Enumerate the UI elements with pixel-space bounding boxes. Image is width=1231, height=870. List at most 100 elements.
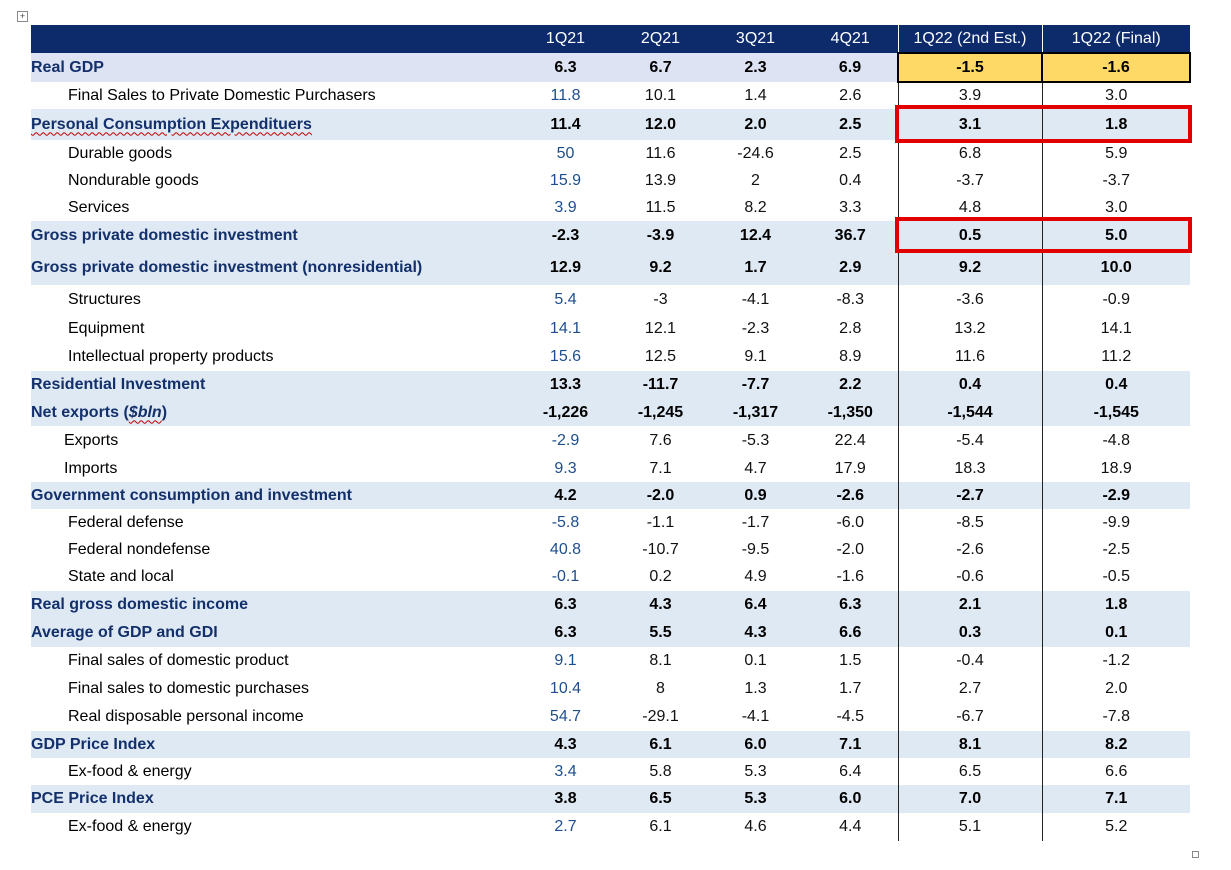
table-row-major: Net exports ($bln) -1,226 -1,245 -1,317 -1,3… (31, 399, 1190, 426)
cell-4q21: 3.3 (839, 198, 862, 216)
table-row: Federal nondefense 40.8 -10.7 -9.5 -2.0 -2.6-… (31, 537, 1190, 563)
row-label: Final Sales to Private Domestic Purchase… (68, 86, 376, 104)
cell-4q21: -8.3 (836, 291, 865, 308)
cell-4q21: 2.2 (839, 376, 862, 393)
cell-1q22-final: 10.0 (1041, 250, 1190, 285)
cell-3q21: 5.3 (744, 762, 767, 780)
cell-1q21: 4.2 (554, 486, 577, 504)
cell-4q21: 4.4 (839, 818, 862, 835)
cell-1q21: -2.3 (551, 226, 580, 244)
table-row: Imports 9.3 7.1 4.7 17.9 18.3 18.9 (31, 455, 1190, 482)
table-header-row: 1Q21 2Q21 3Q21 4Q21 1Q22 (2nd Est.) 1Q22… (31, 25, 1190, 53)
cell-1q21: 2.7 (554, 818, 577, 835)
row-label: Federal defense (68, 514, 184, 531)
table-row: Ex-food & energy 2.7 6.1 4.6 4.4 5.1 5.2 (31, 813, 1190, 841)
cell-1q22-2nd-est: -0.6 (897, 563, 1042, 591)
cell-4q21: 17.9 (834, 459, 866, 477)
row-label: Net exports ($bln) (31, 403, 168, 421)
cell-3q21: 0.1 (744, 652, 767, 669)
table-row-major: Residential Investment 13.3 -11.7 -7.7 2.2 0.… (31, 371, 1190, 399)
gdp-components-table: 1Q21 2Q21 3Q21 4Q21 1Q22 (2nd Est.) 1Q22… (31, 25, 1191, 841)
cell-1q22-final: 1.8 (1041, 109, 1190, 140)
cell-2q21: 4.3 (649, 596, 672, 613)
table-row: Equipment 14.1 12.1 -2.3 2.8 13.2 14.1 (31, 315, 1190, 343)
cell-1q22-final: 7.1 (1041, 785, 1190, 813)
cell-4q21: -2.6 (836, 486, 865, 504)
row-label: Federal nondefense (68, 541, 211, 558)
table-move-handle-icon[interactable]: + (17, 11, 28, 22)
cell-2q21: 6.1 (649, 735, 672, 753)
cell-4q21: 7.1 (839, 735, 862, 753)
cell-1q21: 15.9 (549, 171, 582, 189)
table-row: Ex-food & energy 3.4 5.8 5.3 6.4 6.5 6.6 (31, 758, 1190, 785)
cell-2q21: 6.1 (649, 818, 672, 835)
cell-1q22-2nd-est: -3.7 (897, 167, 1042, 194)
table-row: State and local -0.1 0.2 4.9 -1.6 -0.6 -0.5 (31, 563, 1190, 591)
cell-1q21: 9.3 (554, 459, 577, 477)
cell-1q22-2nd-est: 0.5 (897, 221, 1042, 250)
cell-1q21: 5.4 (554, 291, 577, 308)
cell-3q21: -24.6 (737, 144, 774, 162)
cell-1q22-2nd-est: 6.8 (897, 140, 1042, 167)
cell-3q21: -7.7 (741, 376, 770, 393)
cell-1q21: 3.4 (554, 762, 577, 780)
cell-1q22-2nd-est: 5.1 (897, 813, 1042, 841)
row-label: Average of GDP and GDI (31, 624, 218, 641)
cell-3q21: 1.3 (744, 679, 767, 697)
header-1q22-final: 1Q22 (Final) (1041, 25, 1190, 53)
row-label: Equipment (68, 320, 145, 337)
cell-1q22-final: 6.6 (1041, 758, 1190, 785)
cell-1q22-2nd-est: -3.6 (897, 285, 1042, 315)
header-label-cell (31, 25, 518, 53)
cell-3q21: 1.4 (744, 86, 767, 104)
cell-3q21: -2.3 (741, 320, 770, 337)
cell-1q22-2nd-est: -2.7 (897, 482, 1042, 509)
cell-4q21: 6.9 (838, 58, 862, 76)
cell-1q21: 4.3 (554, 735, 577, 753)
cell-3q21: -5.3 (741, 431, 770, 449)
cell-1q22-final: -1.2 (1041, 647, 1190, 675)
cell-1q22-2nd-est: 0.3 (897, 619, 1042, 647)
cell-1q22-2nd-est: -2.6 (897, 537, 1042, 563)
cell-3q21: 1.7 (744, 258, 767, 276)
table-row: Final Sales to Private Domestic Purchase… (31, 82, 1190, 109)
cell-2q21: 12.0 (644, 115, 677, 133)
table-resize-handle-icon[interactable] (1192, 851, 1199, 858)
cell-1q22-2nd-est: 4.8 (897, 194, 1042, 221)
cell-1q22-final: -0.5 (1041, 563, 1190, 591)
cell-1q21: 10.4 (549, 679, 582, 697)
cell-2q21: -1,245 (637, 403, 684, 421)
table-row-major: Real gross domestic income 6.3 4.3 6.4 6.3 2.… (31, 591, 1190, 619)
cell-2q21: 0.2 (649, 568, 672, 585)
cell-1q22-2nd-est: 3.1 (897, 109, 1042, 140)
row-label: Exports (64, 431, 119, 449)
cell-3q21: -4.1 (741, 291, 770, 308)
table-row-major: Average of GDP and GDI 6.3 5.5 4.3 6.6 0.3 0.1 (31, 619, 1190, 647)
cell-4q21: 1.7 (839, 679, 862, 697)
row-label: Ex-food & energy (68, 762, 192, 780)
cell-2q21: 5.8 (649, 762, 672, 780)
cell-1q22-final: -2.5 (1041, 537, 1190, 563)
row-label: Residential Investment (31, 376, 206, 393)
cell-1q21: 6.3 (554, 596, 577, 613)
table-row-major: GDP Price Index 4.3 6.1 6.0 7.1 8.1 8.2 (31, 731, 1190, 758)
cell-1q22-final: 0.4 (1041, 371, 1190, 399)
cell-1q22-final: 3.0 (1041, 194, 1190, 221)
cell-2q21: 7.1 (649, 459, 672, 477)
cell-4q21: -4.5 (836, 707, 865, 725)
cell-3q21: 9.1 (744, 348, 767, 365)
row-label: Real gross domestic income (31, 596, 248, 613)
header-4q21: 4Q21 (830, 30, 870, 47)
cell-1q21: 11.4 (550, 115, 581, 133)
cell-4q21: 6.6 (839, 624, 862, 641)
cell-3q21: 2.3 (744, 58, 767, 76)
row-label: Real disposable personal income (68, 707, 304, 725)
cell-2q21: 8.1 (649, 652, 672, 669)
cell-2q21: 10.1 (644, 86, 677, 104)
cell-4q21: 36.7 (834, 226, 866, 244)
cell-2q21: 12.5 (644, 348, 677, 365)
header-1q22-2nd-est: 1Q22 (2nd Est.) (897, 25, 1042, 53)
cell-1q22-2nd-est: 2.1 (897, 591, 1042, 619)
cell-1q22-final: 5.2 (1041, 813, 1190, 841)
cell-1q22-2nd-est: -5.4 (897, 426, 1042, 455)
